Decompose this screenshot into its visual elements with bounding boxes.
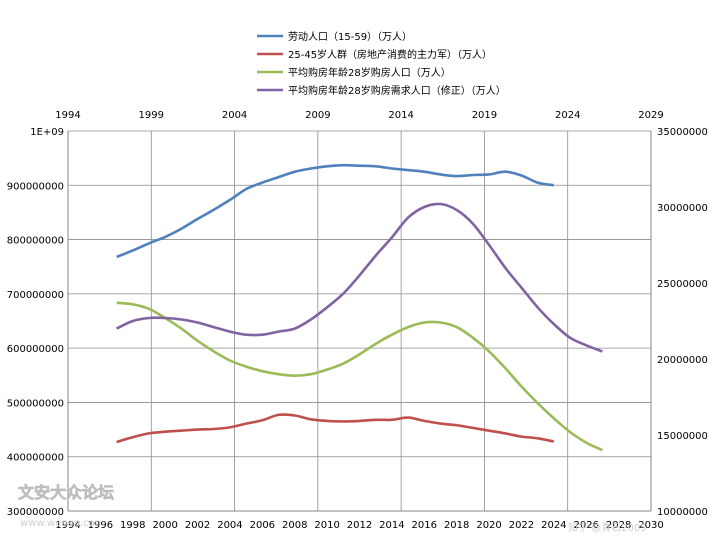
primary-y-tick-label: 1E+09 <box>30 127 64 138</box>
tick-labels: 300000000 400000000 500000000 600000000 7000… <box>7 110 708 531</box>
primary-x-tick-label: 2014 <box>379 520 404 531</box>
legend: 劳动人口（15-59）（万人） 25-45岁人群（房地产消费的主力军）（万人） 平均… <box>257 30 506 97</box>
primary-x-tick-label: 2008 <box>282 520 307 531</box>
primary-x-tick-label: 2004 <box>217 520 242 531</box>
primary-x-tick-label: 2000 <box>152 520 177 531</box>
legend-label-4: 平均购房年龄28岁购房需求人口（修正）（万人） <box>288 84 506 97</box>
legend-label-1: 劳动人口（15-59）（万人） <box>288 30 412 43</box>
secondary-x-tick-label: 2019 <box>472 110 497 121</box>
primary-x-tick-label: 2024 <box>541 520 566 531</box>
watermark: 文安大众论坛 www.wenan.com 知乎 @青石2005 <box>18 483 647 534</box>
secondary-x-tick-label: 2004 <box>222 110 247 121</box>
primary-x-tick-label: 2010 <box>314 520 339 531</box>
primary-x-tick-label: 2026 <box>573 520 598 531</box>
secondary-y-tick-label: 25000000 <box>657 279 708 290</box>
primary-x-tick-label: 2030 <box>638 520 663 531</box>
secondary-x-tick-label: 2024 <box>555 110 580 121</box>
primary-y-tick-label: 700000000 <box>7 290 64 301</box>
primary-y-tick-label: 500000000 <box>7 398 64 409</box>
secondary-x-tick-label: 2029 <box>638 110 663 121</box>
primary-x-tick-label: 2002 <box>185 520 210 531</box>
secondary-y-tick-label: 20000000 <box>657 355 708 366</box>
series-line-1 <box>116 163 555 259</box>
primary-x-tick-label: 2018 <box>444 520 469 531</box>
series-line-3 <box>116 301 603 452</box>
series-line-4 <box>116 202 603 353</box>
grid-lines <box>67 130 652 512</box>
secondary-x-tick-label: 1994 <box>55 110 80 121</box>
secondary-x-tick-label: 2014 <box>388 110 413 121</box>
primary-x-tick-label: 2006 <box>250 520 275 531</box>
axes <box>67 131 652 512</box>
watermark-site-url: www.wenan.com <box>20 518 104 529</box>
primary-x-tick-label: 2022 <box>509 520 534 531</box>
secondary-y-tick-label: 35000000 <box>657 127 708 138</box>
primary-x-tick-label: 2028 <box>606 520 631 531</box>
secondary-x-tick-label: 1999 <box>139 110 164 121</box>
primary-x-tick-label: 2016 <box>412 520 437 531</box>
series-lines <box>116 163 603 452</box>
primary-y-tick-label: 300000000 <box>7 507 64 518</box>
primary-y-tick-label: 400000000 <box>7 453 64 464</box>
primary-y-tick-label: 900000000 <box>7 181 64 192</box>
primary-y-tick-label: 800000000 <box>7 236 64 247</box>
watermark-author: 知乎 @青石2005 <box>568 521 647 534</box>
primary-x-tick-label: 2012 <box>347 520 372 531</box>
legend-label-3: 平均购房年龄28岁购房人口（万人） <box>288 66 451 79</box>
secondary-y-tick-label: 30000000 <box>657 203 708 214</box>
series-line-2 <box>116 413 555 444</box>
secondary-y-tick-label: 10000000 <box>657 507 708 518</box>
secondary-y-tick-label: 15000000 <box>657 431 708 442</box>
watermark-site-name: 文安大众论坛 <box>18 483 114 502</box>
secondary-x-tick-label: 2009 <box>305 110 330 121</box>
primary-x-tick-label: 2020 <box>476 520 501 531</box>
primary-y-tick-label: 600000000 <box>7 344 64 355</box>
legend-label-2: 25-45岁人群（房地产消费的主力军）（万人） <box>288 48 492 61</box>
primary-x-tick-label: 1998 <box>120 520 145 531</box>
primary-x-tick-label: 1994 <box>55 520 80 531</box>
primary-x-tick-label: 1996 <box>88 520 113 531</box>
